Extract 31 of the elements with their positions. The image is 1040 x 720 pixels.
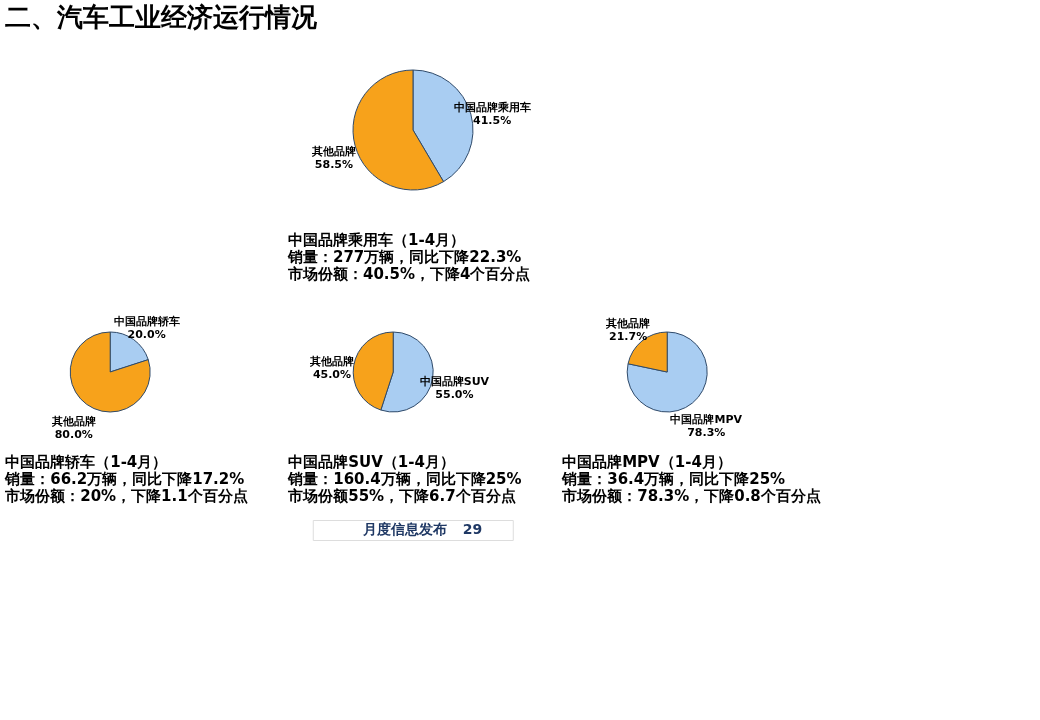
text: 中国品牌轿车（1-4月） — [5, 453, 168, 471]
text: 市场份额：40.5%，下降4个百分点 — [287, 265, 531, 283]
text: 月度信息发布 — [361, 521, 447, 537]
slice-label: 中国品牌SUV — [419, 374, 490, 388]
data-label: 55.0% — [435, 387, 474, 401]
text: 市场份额55%，下降6.7个百分点 — [287, 487, 516, 505]
slice-label: 其他品牌 — [310, 144, 356, 158]
text: 销量：66.2万辆，同比下降17.2% — [4, 470, 245, 488]
slice-label: 其他品牌 — [50, 415, 96, 429]
chart-title: 二、汽车工业经济运行情况 — [5, 2, 318, 32]
slice-label: 其他品牌 — [605, 316, 651, 330]
slice-label: 中国品牌MPV — [670, 413, 743, 427]
data-label: 78.3% — [687, 426, 726, 440]
slice-label: 中国品牌轿车 — [113, 314, 180, 328]
data-label: 41.5% — [473, 114, 512, 128]
text: 销量：160.4万辆，同比下降25% — [287, 470, 522, 488]
data-label: 58.5% — [314, 157, 353, 171]
text: 中国品牌乘用车（1-4月） — [288, 231, 466, 249]
text: 销量：36.4万辆，同比下降25% — [561, 470, 786, 488]
data-label: 45.0% — [312, 368, 352, 382]
text: 市场份额：20%，下降1.1个百分点 — [4, 487, 248, 505]
data-label: 80.0% — [54, 428, 93, 442]
text: 销量：277万辆，同比下降22.3% — [287, 248, 522, 266]
text: 29 — [462, 521, 483, 537]
text: 市场份额：78.3%，下降0.8个百分点 — [561, 487, 821, 505]
slice-label: 其他品牌 — [308, 355, 354, 369]
data-label: 20.0% — [127, 327, 166, 341]
data-label: 21.7% — [609, 329, 648, 343]
text: 中国品牌MPV（1-4月） — [562, 453, 732, 471]
slice-label: 中国品牌乘用车 — [453, 101, 531, 115]
text: 中国品牌SUV（1-4月） — [288, 453, 455, 471]
